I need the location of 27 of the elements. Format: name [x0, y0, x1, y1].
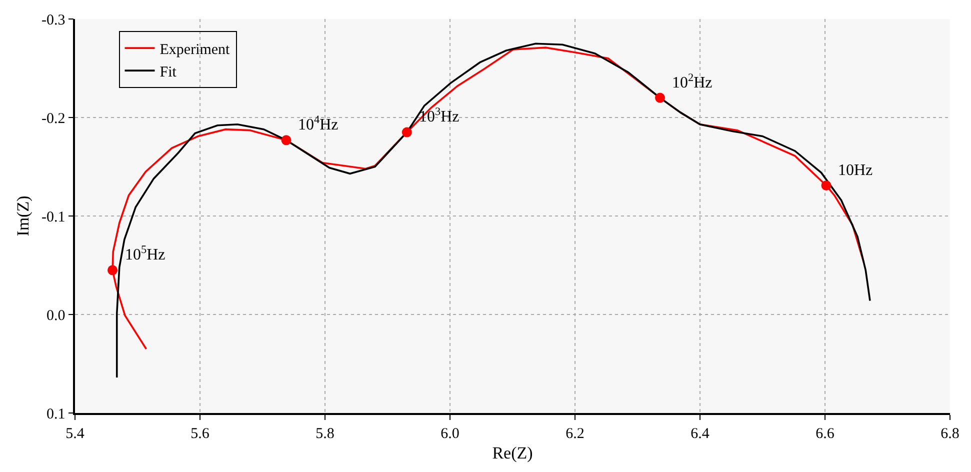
x-tick-label: 6.6 [816, 426, 835, 442]
x-tick-label: 5.6 [190, 426, 210, 442]
legend-label: Experiment [160, 42, 231, 58]
x-tick-label: 5.4 [66, 426, 85, 442]
y-tick-label: -0.1 [42, 209, 66, 226]
point [821, 180, 832, 190]
annotation: 10$^{2}$Hz [672, 72, 712, 92]
x-axis-title: Re(Z) [492, 444, 533, 463]
annotation: 10Hz [838, 162, 873, 179]
annotation: 10$^{3}$Hz [419, 106, 460, 126]
annotation: 10$^{5}$Hz [125, 244, 166, 264]
y-tick-label: -0.3 [42, 12, 66, 28]
annotation: 10$^{4}$Hz [298, 114, 338, 134]
x-tick-label: 6.0 [440, 426, 460, 442]
y-tick-label: -0.2 [42, 110, 66, 127]
point [402, 127, 412, 138]
x-tick-label: 5.8 [316, 426, 334, 442]
point [655, 92, 665, 103]
legend-label: Fit [160, 64, 178, 80]
x-tick-label: 6.8 [940, 426, 960, 442]
y-tick-label: 0.0 [46, 308, 66, 324]
point [281, 135, 292, 146]
y-tick-label: 0.1 [46, 406, 66, 422]
x-tick-label: 6.4 [690, 426, 710, 442]
x-tick-label: 6.2 [566, 426, 584, 442]
y-axis-title: Im(Z) [14, 196, 33, 236]
point [108, 265, 118, 276]
